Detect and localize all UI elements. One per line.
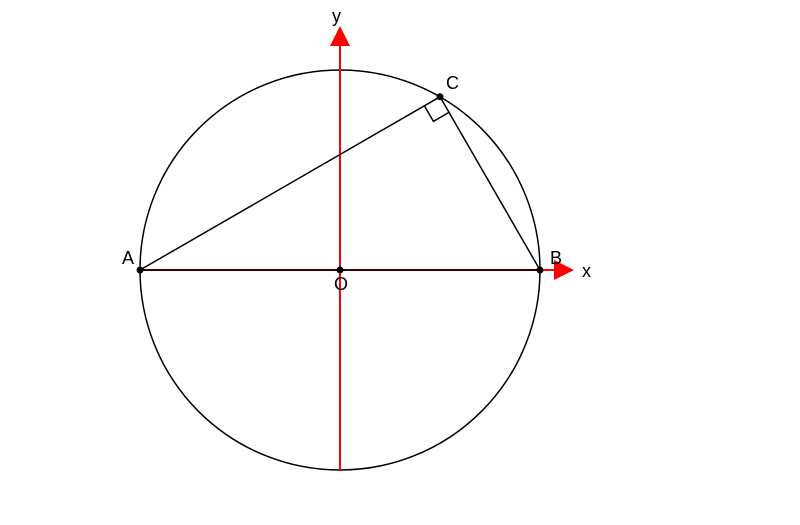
point-A [137, 267, 144, 274]
point-B-label: B [550, 248, 562, 268]
geometry-diagram: x y A B C O [0, 0, 800, 525]
y-axis-label: y [332, 6, 341, 26]
point-C-label: C [446, 73, 459, 93]
point-C [437, 93, 444, 100]
point-O [337, 267, 344, 274]
x-axis-label: x [582, 261, 591, 281]
point-B [537, 267, 544, 274]
point-A-label: A [122, 248, 134, 268]
point-O-label: O [334, 274, 348, 294]
